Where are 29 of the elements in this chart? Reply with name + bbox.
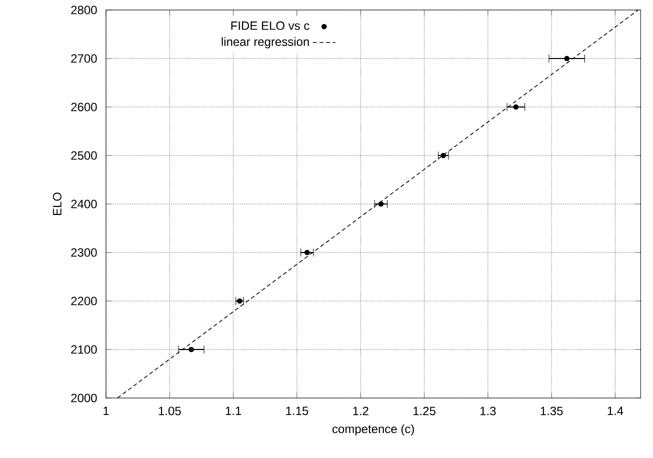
legend-label: FIDE ELO vs c <box>231 21 310 30</box>
x-tick-label: 1.15 <box>286 406 308 416</box>
y-tick-label: 2500 <box>71 151 97 160</box>
y-tick-label: 2800 <box>71 6 97 14</box>
point <box>513 104 519 110</box>
y-tick-label: 2100 <box>71 345 97 354</box>
x-tick-label: 1.4 <box>608 406 624 415</box>
y-tick-label: 2700 <box>71 54 97 63</box>
y-tick-label: 2400 <box>71 200 97 208</box>
y-tick-label: 2200 <box>71 296 97 306</box>
x-axis-title: competence (c) <box>332 424 414 436</box>
x-tick-label: 1.3 <box>480 406 496 416</box>
point <box>304 250 310 256</box>
x-tick-label: 1.05 <box>158 406 181 416</box>
point <box>378 201 384 207</box>
y-tick-label: 2600 <box>71 102 97 112</box>
point <box>237 298 242 304</box>
x-tick-label: 1.1 <box>226 406 242 415</box>
point <box>188 346 194 352</box>
legend-label: linear regression <box>222 37 309 48</box>
point <box>440 152 446 158</box>
x-tick-label: 1.25 <box>414 406 436 416</box>
x-tick-label: 1.2 <box>353 406 368 416</box>
x-tick-label: 1.35 <box>540 406 563 416</box>
y-axis-title: ELO <box>52 192 62 216</box>
point <box>564 56 570 62</box>
x-tick-label: 1 <box>104 406 109 415</box>
y-tick-label: 2300 <box>71 248 97 257</box>
y-tick-label: 2000 <box>71 394 97 402</box>
